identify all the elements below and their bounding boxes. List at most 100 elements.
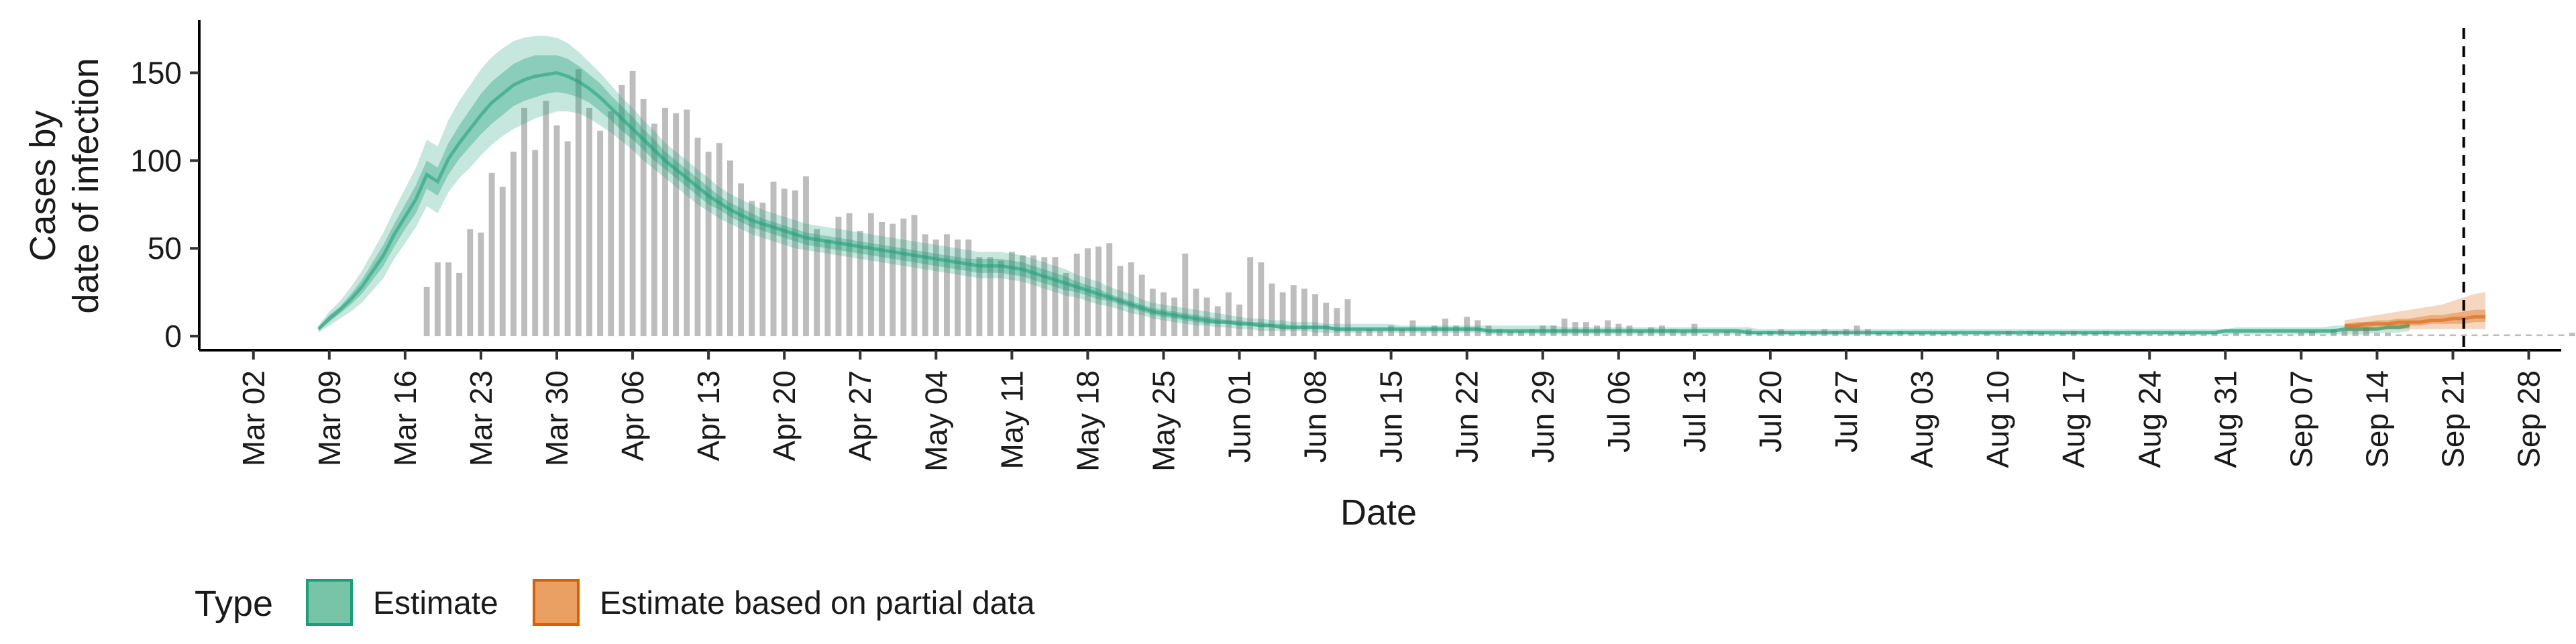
case-bar (890, 223, 896, 337)
x-axis-label: Date (1340, 492, 1417, 533)
case-bar (467, 229, 474, 337)
case-bar (2265, 334, 2272, 337)
x-tick-label: May 11 (994, 370, 1029, 469)
case-bar (1366, 329, 1373, 337)
case-bar (1962, 334, 1969, 337)
case-bar (456, 272, 463, 337)
case-bar (716, 143, 722, 337)
case-bar (608, 111, 614, 337)
case-bar (846, 213, 853, 337)
case-bar (1464, 317, 1470, 337)
case-bar (1106, 243, 1113, 337)
y-tick-label: 150 (130, 56, 182, 91)
case-bar (488, 172, 495, 337)
legend-label-estimate: Estimate (373, 586, 498, 621)
y-axis-label-line-2: date of infection (66, 58, 106, 313)
case-bar (2417, 334, 2424, 337)
case-bar (2190, 334, 2196, 337)
x-tick-label: Mar 09 (312, 370, 347, 466)
x-tick-label: Jul 06 (1601, 370, 1636, 453)
case-bar (998, 260, 1004, 337)
case-bar (1020, 255, 1026, 337)
case-bar (2125, 334, 2131, 337)
case-bar (478, 232, 484, 337)
case-bar (2222, 334, 2229, 337)
case-bar (1095, 246, 1102, 337)
case-bar (911, 215, 918, 337)
x-tick-label: Aug 10 (1980, 370, 2015, 468)
x-tick-label: Jul 27 (1829, 370, 1864, 453)
x-tick-label: Apr 13 (691, 370, 726, 462)
case-bar (2200, 334, 2207, 337)
case-bar (1420, 331, 1427, 337)
median-line-estimate (317, 70, 2410, 335)
x-tick-label: Sep 28 (2512, 370, 2546, 468)
case-bar (2471, 334, 2478, 337)
x-tick-label: Jun 08 (1298, 370, 1333, 463)
case-bar (705, 152, 712, 337)
median-line-partial (2344, 315, 2485, 327)
case-bar (2428, 334, 2434, 337)
x-tick-label: Sep 21 (2435, 370, 2470, 468)
case-bar (1377, 331, 1383, 337)
x-tick-label: Aug 17 (2056, 370, 2091, 468)
x-tick-label: May 18 (1070, 370, 1105, 472)
case-bar (2157, 334, 2163, 337)
case-bar (835, 217, 842, 337)
case-bar (640, 99, 647, 337)
case-bar (1290, 285, 1297, 337)
case-bar (1344, 299, 1351, 337)
case-bar (2385, 332, 2392, 337)
case-bar (2255, 334, 2261, 337)
case-bar (2438, 334, 2445, 337)
case-bar (1908, 332, 1915, 337)
x-tick-label: Jun 01 (1222, 370, 1257, 463)
case-bar (1929, 332, 1936, 337)
y-axis-label-line-1: Cases by (23, 110, 63, 261)
case-bar (673, 113, 680, 337)
case-bar (2396, 334, 2402, 337)
y-tick-label: 50 (148, 231, 182, 266)
case-bar (1605, 320, 1611, 337)
case-bar (944, 234, 950, 337)
case-bar (1637, 331, 1644, 337)
case-bar (1670, 329, 1676, 337)
case-bar (922, 234, 928, 337)
case-bar (2298, 332, 2304, 337)
case-bar (1561, 318, 1568, 337)
case-bar (1735, 332, 1741, 337)
case-bar (1756, 332, 1763, 337)
case-bar (1854, 325, 1860, 337)
case-bar (2558, 334, 2565, 337)
case-bar (2514, 334, 2521, 337)
legend-swatch-partial (533, 579, 580, 626)
case-bar (2287, 334, 2294, 337)
case-bar (1193, 288, 1199, 337)
case-bar (2135, 332, 2142, 337)
case-bar (965, 239, 972, 337)
case-bar (1063, 272, 1069, 337)
case-bar (2038, 332, 2045, 337)
case-bar (684, 109, 690, 337)
case-bar (2461, 334, 2467, 337)
case-bar (1994, 334, 2001, 337)
case-bar (1203, 297, 1210, 337)
x-tick-label: Aug 31 (2208, 370, 2243, 468)
case-bar (1453, 325, 1459, 337)
case-bar (1258, 262, 1265, 337)
case-bar (1073, 254, 1080, 337)
case-bar (1247, 257, 1254, 337)
x-tick-label: Sep 07 (2284, 370, 2318, 468)
case-bar (423, 286, 430, 337)
case-bar (662, 107, 668, 337)
case-bar (2504, 334, 2510, 337)
case-bar (629, 70, 636, 337)
case-bar (1312, 294, 1319, 337)
bands-layer (317, 36, 2485, 335)
x-tick-label: Jun 22 (1450, 370, 1485, 463)
case-bar (586, 107, 592, 337)
legend-swatch-estimate (306, 579, 353, 626)
case-bar (2482, 334, 2489, 337)
case-bar (1723, 331, 1730, 337)
x-tick-label: Aug 03 (1904, 370, 1939, 468)
